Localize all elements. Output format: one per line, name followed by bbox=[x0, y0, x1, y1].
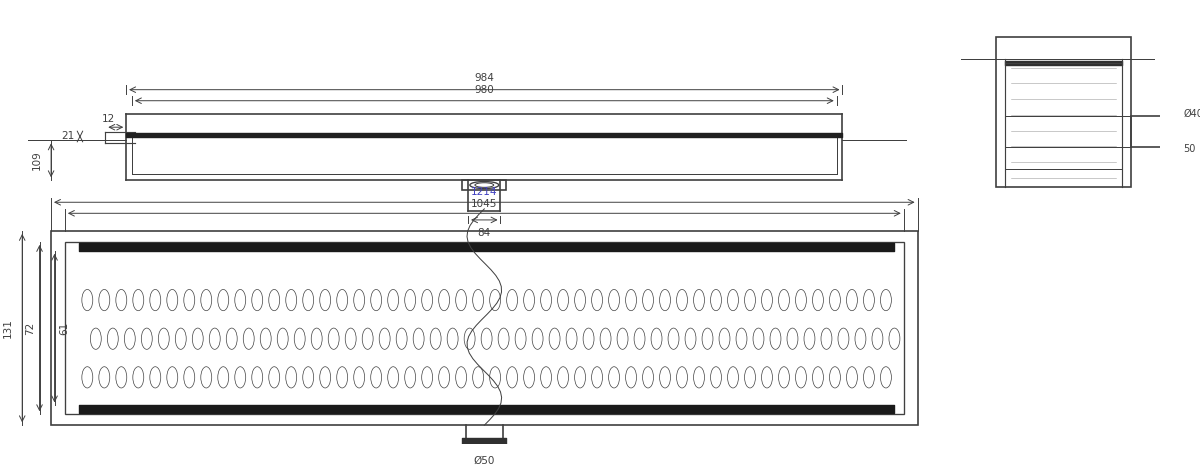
Text: 980: 980 bbox=[474, 85, 494, 95]
Text: 72: 72 bbox=[25, 321, 35, 335]
Bar bbox=[996, 37, 1132, 187]
Text: Ø50: Ø50 bbox=[474, 456, 494, 465]
Text: 109: 109 bbox=[32, 151, 42, 170]
Text: 50: 50 bbox=[1183, 144, 1195, 154]
Text: Ø40: Ø40 bbox=[1183, 109, 1200, 119]
Bar bbox=[52, 231, 918, 425]
Text: 12: 12 bbox=[102, 113, 115, 124]
Text: 84: 84 bbox=[478, 228, 491, 238]
Bar bbox=[1132, 116, 1177, 147]
Text: 131: 131 bbox=[2, 318, 13, 338]
Text: 1214: 1214 bbox=[472, 187, 498, 197]
Text: 984: 984 bbox=[474, 73, 494, 83]
Bar bbox=[462, 180, 506, 190]
Text: 61: 61 bbox=[59, 321, 70, 335]
Text: 1045: 1045 bbox=[472, 199, 498, 209]
Text: 21: 21 bbox=[61, 132, 74, 141]
Bar bbox=[65, 242, 904, 414]
